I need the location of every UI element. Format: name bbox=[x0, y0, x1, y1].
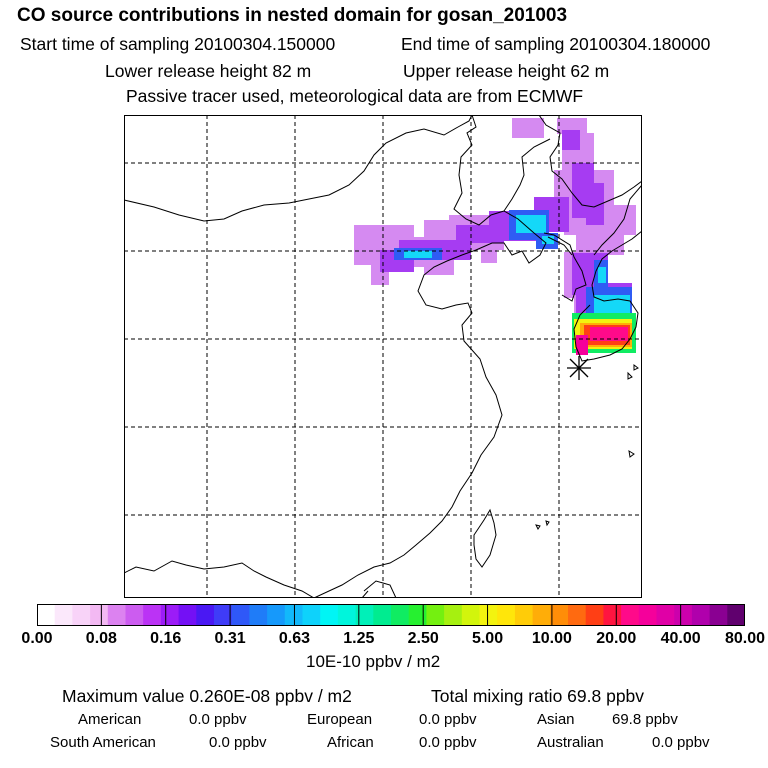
color-swatch bbox=[196, 604, 215, 626]
map-title: CO source contributions in nested domain… bbox=[17, 5, 568, 26]
color-swatch bbox=[568, 604, 587, 626]
color-swatch bbox=[532, 604, 551, 626]
color-swatch bbox=[178, 604, 197, 626]
colorbar-tick-label: 10.00 bbox=[531, 630, 572, 647]
color-swatch bbox=[514, 604, 533, 626]
color-swatch bbox=[461, 604, 480, 626]
lower-release-height: Lower release height 82 m bbox=[105, 61, 312, 81]
colorbar-tick-label: 5.00 bbox=[471, 630, 504, 647]
color-swatch bbox=[426, 604, 445, 626]
lat-lon-grid bbox=[124, 115, 642, 598]
upper-release-height: Upper release height 62 m bbox=[403, 61, 610, 81]
color-swatch bbox=[54, 604, 73, 626]
color-swatch bbox=[391, 604, 410, 626]
color-scale-bar bbox=[37, 604, 745, 626]
colorbar-tick-label: 1.25 bbox=[343, 630, 375, 647]
region-australian-value: 0.0 ppbv bbox=[652, 734, 710, 751]
color-swatch bbox=[691, 604, 710, 626]
region-european-label: European bbox=[307, 711, 373, 728]
color-swatch bbox=[284, 604, 303, 626]
color-swatch bbox=[249, 604, 268, 626]
maximum-value: Maximum value 0.260E-08 ppbv / m2 bbox=[62, 686, 352, 706]
color-swatch bbox=[585, 604, 604, 626]
color-swatch bbox=[355, 604, 374, 626]
color-swatch bbox=[408, 604, 427, 626]
region-american-label: American bbox=[78, 711, 142, 728]
colorbar-tick-label: 20.00 bbox=[596, 630, 637, 647]
colorbar-tick-label: 0.00 bbox=[21, 630, 53, 647]
region-european-value: 0.0 ppbv bbox=[419, 711, 477, 728]
color-swatch bbox=[603, 604, 622, 626]
region-african-label: African bbox=[327, 734, 374, 751]
region-asian-label: Asian bbox=[537, 711, 575, 728]
source-contribution-map bbox=[124, 115, 642, 598]
colorbar-tick-label: 2.50 bbox=[407, 630, 439, 647]
region-australian-label: Australian bbox=[537, 734, 604, 751]
color-swatch bbox=[373, 604, 392, 626]
color-swatch bbox=[320, 604, 339, 626]
color-swatch bbox=[214, 604, 233, 626]
color-swatch bbox=[160, 604, 179, 626]
tracer-note: Passive tracer used, meteorological data… bbox=[126, 86, 584, 106]
colorbar-tick-label: 0.31 bbox=[214, 630, 246, 647]
color-swatch bbox=[479, 604, 498, 626]
region-african-value: 0.0 ppbv bbox=[419, 734, 477, 751]
color-swatch bbox=[550, 604, 569, 626]
color-swatch bbox=[107, 604, 126, 626]
colorbar-units: 10E-10 ppbv / m2 bbox=[306, 652, 441, 671]
color-swatch bbox=[125, 604, 144, 626]
region-south-american-value: 0.0 ppbv bbox=[209, 734, 267, 751]
color-swatch bbox=[638, 604, 657, 626]
color-swatch bbox=[143, 604, 162, 626]
color-swatch bbox=[337, 604, 356, 626]
colorbar-frame bbox=[37, 604, 745, 626]
concentration-field bbox=[354, 118, 636, 355]
color-swatch bbox=[302, 604, 321, 626]
colorbar-tick-label: 40.00 bbox=[660, 630, 701, 647]
color-swatch bbox=[727, 604, 745, 626]
color-swatch bbox=[709, 604, 728, 626]
color-swatch bbox=[267, 604, 286, 626]
color-swatch bbox=[656, 604, 675, 626]
receptor-star-icon bbox=[567, 356, 591, 380]
color-swatch bbox=[90, 604, 109, 626]
end-time: End time of sampling 20100304.180000 bbox=[401, 34, 711, 54]
start-time: Start time of sampling 20100304.150000 bbox=[20, 34, 336, 54]
colorbar-tick-label: 0.16 bbox=[150, 630, 182, 647]
region-asian-value: 69.8 ppbv bbox=[612, 711, 678, 728]
colorbar-tick-label: 80.00 bbox=[724, 630, 766, 647]
colorbar-tick-label: 0.08 bbox=[85, 630, 117, 647]
color-swatch bbox=[444, 604, 463, 626]
color-swatch bbox=[674, 604, 693, 626]
color-swatch bbox=[497, 604, 516, 626]
colorbar-tick-label: 0.63 bbox=[278, 630, 311, 647]
coastlines bbox=[124, 115, 642, 598]
color-swatch bbox=[37, 604, 56, 626]
region-south-american-label: South American bbox=[50, 734, 156, 751]
total-mixing-ratio: Total mixing ratio 69.8 ppbv bbox=[431, 686, 645, 706]
color-swatch bbox=[621, 604, 640, 626]
color-swatch bbox=[72, 604, 91, 626]
region-american-value: 0.0 ppbv bbox=[189, 711, 247, 728]
color-swatch bbox=[231, 604, 250, 626]
